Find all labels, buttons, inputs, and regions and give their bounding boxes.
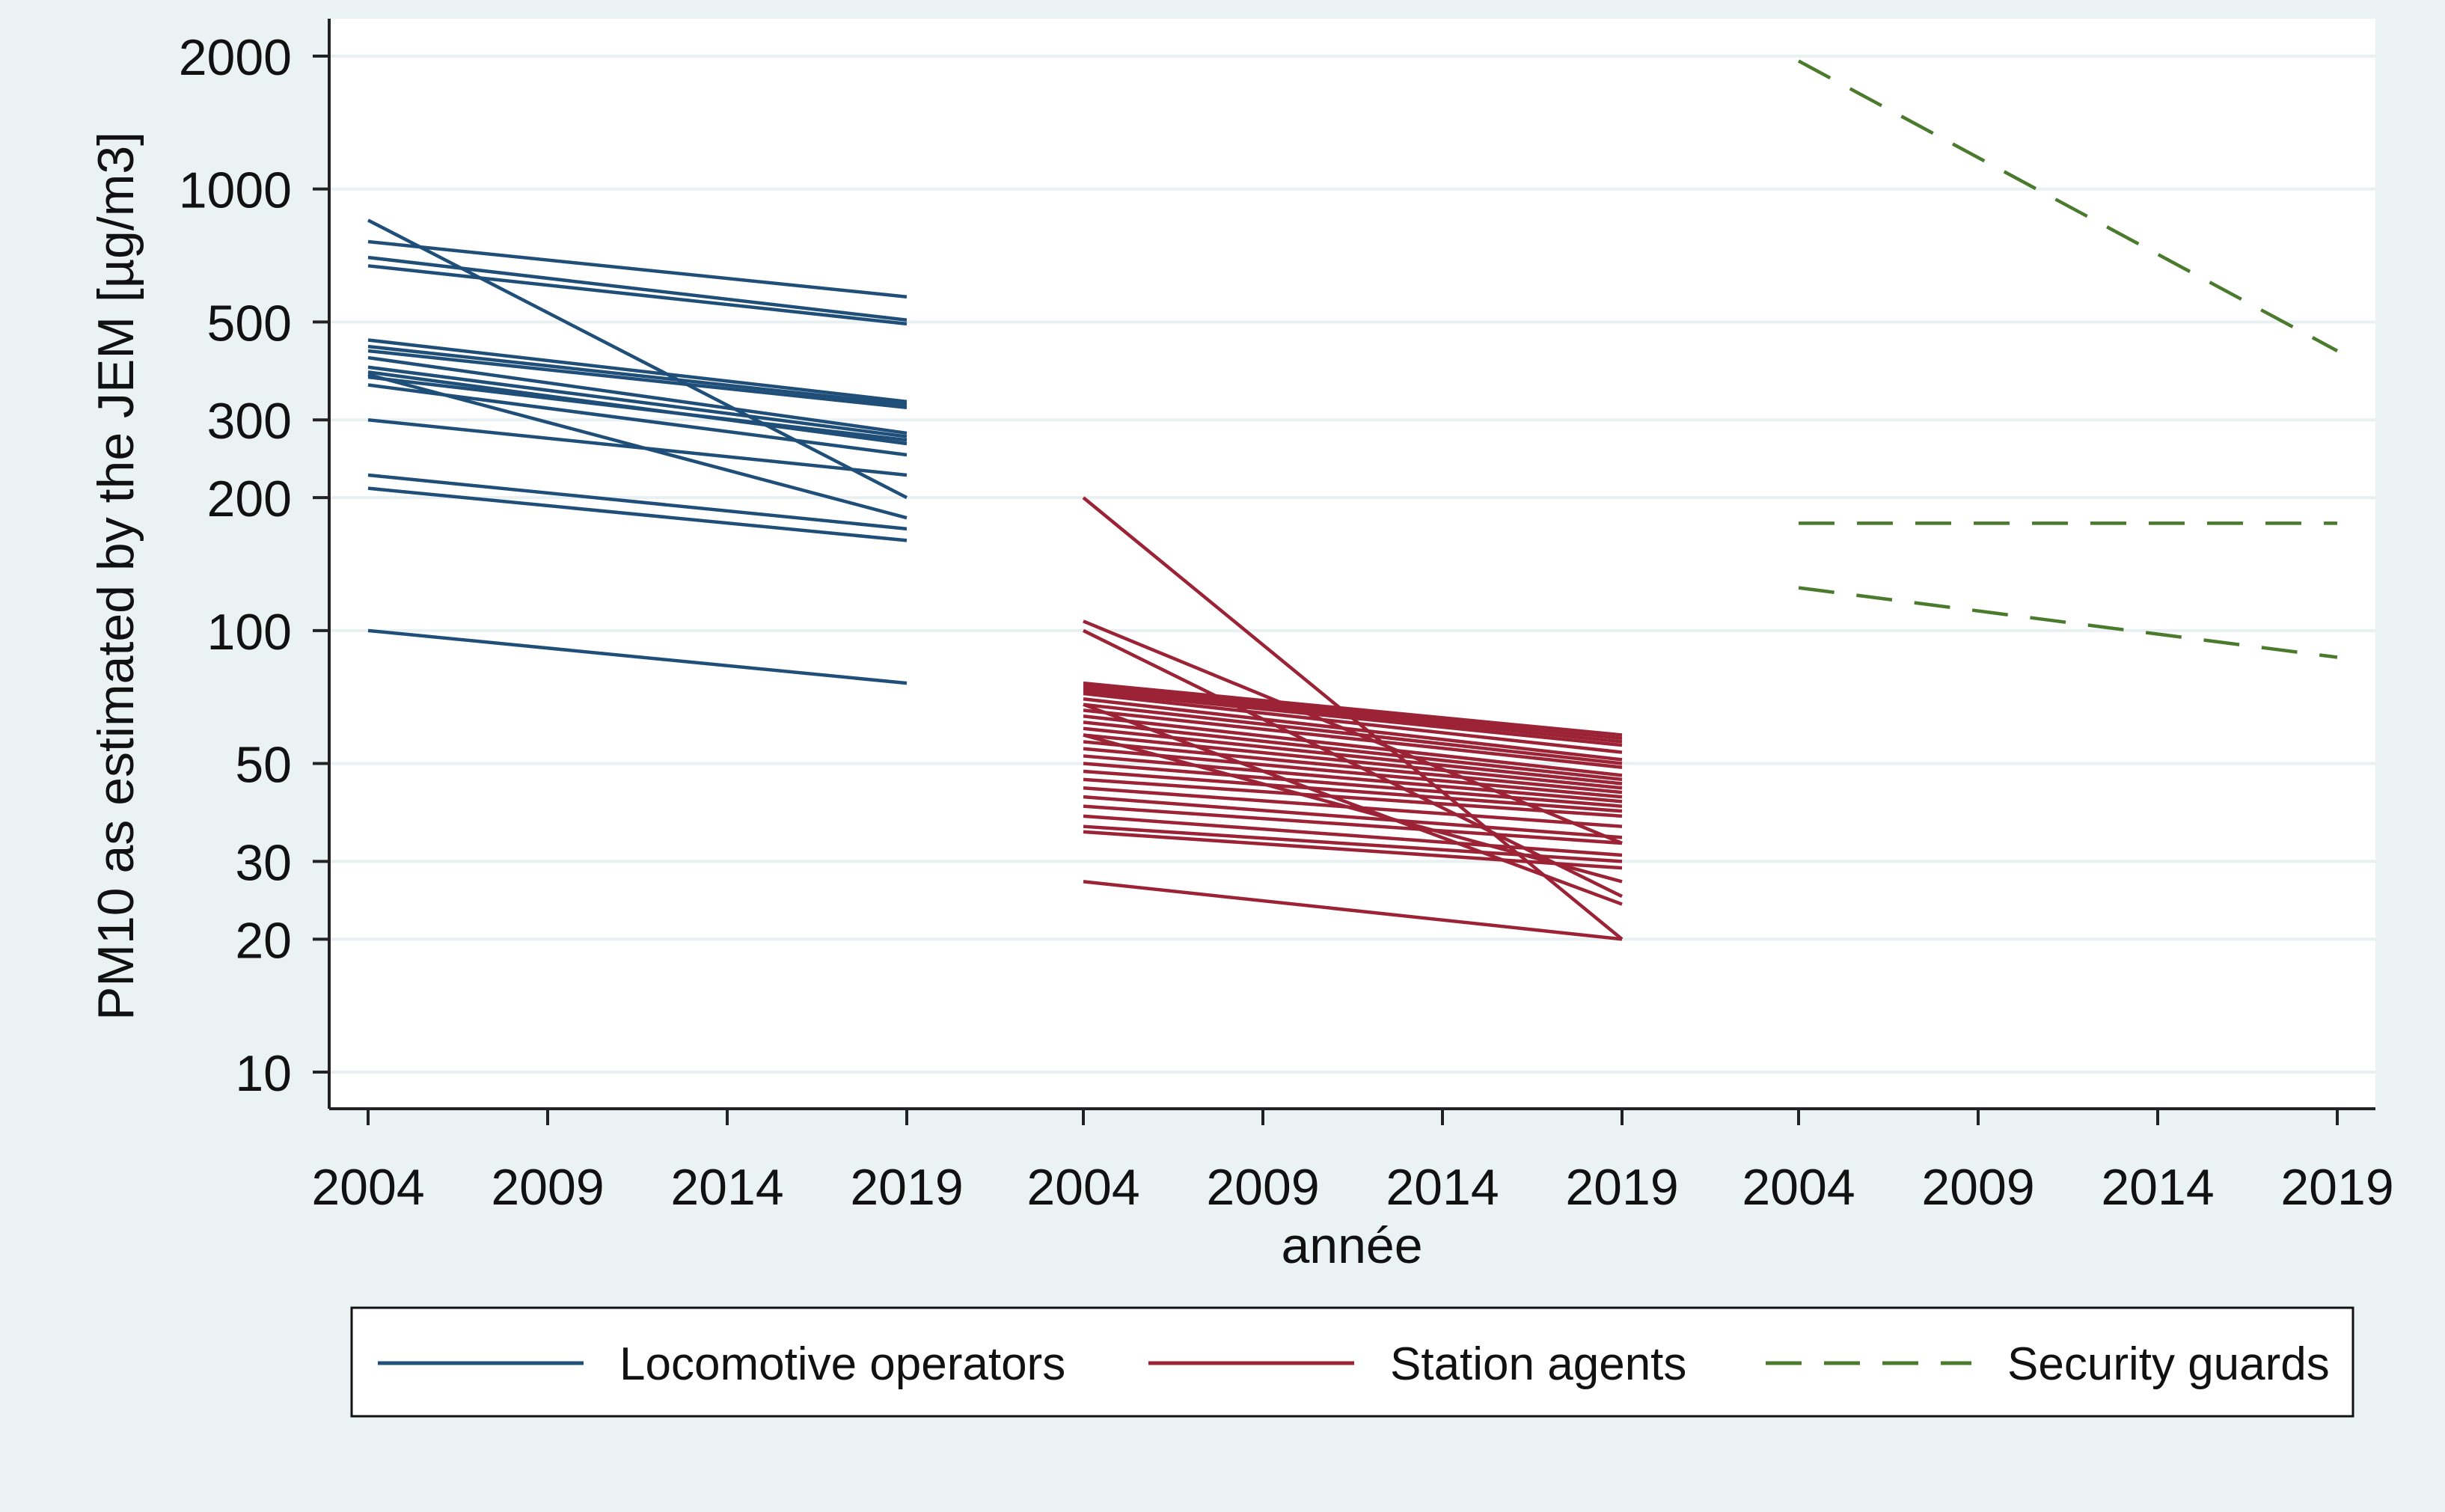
y-tick-label: 20 xyxy=(235,912,292,969)
x-tick-label: 2009 xyxy=(1206,1159,1319,1216)
legend-label: Security guards xyxy=(2007,1338,2330,1390)
series-line xyxy=(1083,714,1623,777)
series-line xyxy=(1083,689,1623,747)
series-line xyxy=(367,344,908,406)
x-tick-label: 2004 xyxy=(1026,1159,1139,1216)
series-line xyxy=(367,473,908,531)
series-line xyxy=(1083,733,1623,884)
x-tick-label: 2004 xyxy=(1742,1159,1855,1216)
series-line xyxy=(1083,777,1623,818)
series-line xyxy=(1083,628,1623,899)
x-tick-label: 2014 xyxy=(670,1159,783,1216)
y-tick-label: 200 xyxy=(207,471,292,527)
series-line xyxy=(367,349,908,409)
series-line xyxy=(1083,703,1623,765)
legend-label: Locomotive operators xyxy=(619,1338,1065,1390)
x-tick-label: 2009 xyxy=(1921,1159,2034,1216)
x-tick-label: 2014 xyxy=(1386,1159,1499,1216)
series-line xyxy=(367,239,908,299)
x-axis-title: année xyxy=(1281,1217,1422,1274)
series-line xyxy=(1083,830,1623,870)
series-line xyxy=(1083,684,1623,741)
y-tick-label: 300 xyxy=(207,393,292,450)
series-line xyxy=(367,264,908,326)
series-line xyxy=(367,418,908,477)
gridlines xyxy=(329,55,2375,1074)
y-tick-label: 2000 xyxy=(179,29,292,86)
series-line xyxy=(367,486,908,542)
y-tick-label: 10 xyxy=(235,1045,292,1102)
series-line xyxy=(1083,880,1623,941)
series-line xyxy=(1083,740,1623,795)
series-line xyxy=(1083,804,1623,845)
series-line xyxy=(367,338,908,404)
series-line xyxy=(1083,762,1623,808)
series-layer xyxy=(367,59,2339,941)
series-line xyxy=(1083,697,1623,762)
series-line xyxy=(1083,754,1623,804)
y-axis-title: PM10 as estimated by the JEM [µg/m3] xyxy=(88,132,144,1020)
series-line xyxy=(1083,795,1623,839)
legend-label: Station agents xyxy=(1390,1338,1686,1390)
series-line xyxy=(1083,720,1623,782)
series-line xyxy=(1083,708,1623,769)
axes xyxy=(313,19,2375,1125)
x-tick-label: 2019 xyxy=(2280,1159,2393,1216)
series-line xyxy=(367,365,908,438)
series-line xyxy=(1083,703,1623,906)
y-tick-label: 100 xyxy=(207,604,292,661)
series-line xyxy=(1083,769,1623,813)
y-tick-label: 1000 xyxy=(179,162,292,219)
series-line xyxy=(1083,814,1623,857)
y-tick-label: 500 xyxy=(207,295,292,352)
series-line xyxy=(367,375,908,442)
series-line xyxy=(1798,586,2338,659)
x-tick-label: 2019 xyxy=(1565,1159,1678,1216)
y-tick-label: 30 xyxy=(235,834,292,891)
series-line xyxy=(367,355,908,435)
series-station-agents xyxy=(1082,496,1624,941)
x-tick-label: 2014 xyxy=(2101,1159,2214,1216)
series-line xyxy=(1083,733,1623,790)
x-tick-label: 2004 xyxy=(311,1159,424,1216)
series-line xyxy=(1083,747,1623,799)
series-line xyxy=(367,383,908,457)
y-tick-labels: 10 20 30 50 100 200 300 500 1000 2000 xyxy=(179,29,292,1102)
series-line xyxy=(367,255,908,322)
series-line xyxy=(367,628,908,685)
legend: Locomotive operators Station agents Securi… xyxy=(350,1306,2354,1418)
series-locomotive-operators xyxy=(367,218,908,685)
series-line xyxy=(1083,686,1623,744)
x-tick-label: 2009 xyxy=(491,1159,604,1216)
series-security-guards xyxy=(1797,59,2339,659)
x-tick-labels: 2004 2009 2014 2019 2004 2009 2014 2019 2004 2009… xyxy=(311,1159,2393,1216)
plot-area xyxy=(329,19,2375,1109)
series-line xyxy=(1083,681,1623,737)
y-tick-label: 50 xyxy=(235,736,292,793)
x-tick-label: 2019 xyxy=(850,1159,963,1216)
series-line xyxy=(1083,691,1623,754)
series-line xyxy=(1797,59,2339,352)
